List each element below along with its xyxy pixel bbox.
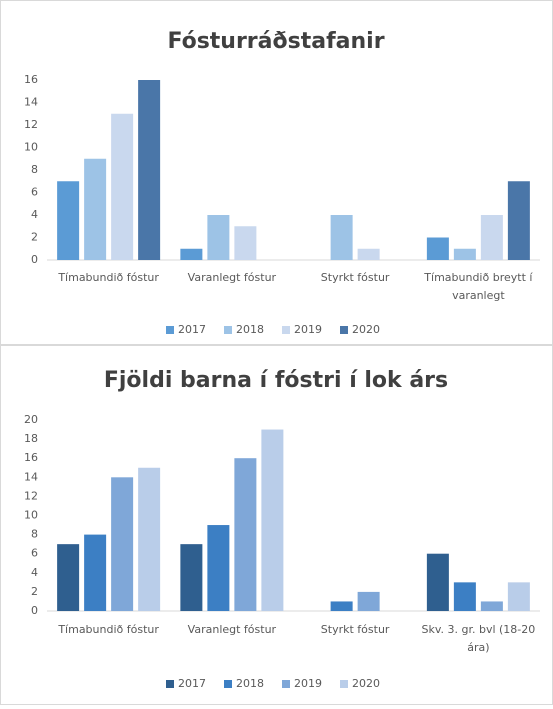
y-tick-label: 8 [31, 163, 38, 176]
bar [111, 113, 134, 260]
x-tick-label: Varanlegt fóstur [188, 271, 277, 284]
legend-label: 2018 [236, 323, 264, 336]
y-tick-label: 18 [24, 432, 38, 445]
x-tick-label: Styrkt fóstur [321, 623, 390, 636]
y-tick-label: 2 [31, 231, 38, 244]
legend-swatch [282, 680, 290, 688]
y-tick-label: 12 [24, 118, 38, 131]
y-tick-label: 20 [24, 413, 38, 426]
y-tick-label: 0 [31, 253, 38, 266]
bar [57, 544, 80, 611]
y-tick-label: 2 [31, 585, 38, 598]
bar [180, 248, 203, 260]
x-tick-label: Varanlegt fóstur [188, 623, 277, 636]
bar [84, 534, 107, 611]
y-tick-label: 16 [24, 73, 38, 86]
x-tick-label: Styrkt fóstur [321, 271, 390, 284]
legend-label: 2017 [178, 323, 206, 336]
bar [480, 601, 503, 611]
y-tick-label: 14 [24, 96, 38, 109]
bar [453, 582, 476, 611]
legend-label: 2018 [236, 677, 264, 690]
bar [480, 215, 503, 260]
y-tick-label: 4 [31, 208, 38, 221]
x-tick-label: Tímabundið fóstur [57, 271, 159, 284]
bar [207, 215, 230, 260]
bar [57, 181, 80, 260]
y-tick-label: 10 [24, 141, 38, 154]
bar [138, 467, 161, 611]
legend-label: 2019 [294, 323, 322, 336]
bar [426, 237, 449, 260]
bar [234, 226, 257, 260]
legend-swatch [224, 680, 232, 688]
y-tick-label: 6 [31, 547, 38, 560]
bar [330, 215, 353, 260]
x-tick-label: Tímabundið breytt í varanlegt [423, 271, 533, 302]
bar [330, 601, 353, 611]
y-tick-label: 14 [24, 470, 38, 483]
legend-label: 2020 [352, 677, 380, 690]
legend-swatch [340, 680, 348, 688]
y-tick-label: 12 [24, 489, 38, 502]
bar [453, 248, 476, 260]
y-tick-label: 6 [31, 186, 38, 199]
legend-swatch [340, 326, 348, 334]
bar [138, 80, 161, 260]
chart-title: Fósturráðstafanir [167, 29, 384, 54]
legend-swatch [282, 326, 290, 334]
y-tick-label: 0 [31, 604, 38, 617]
bar [426, 553, 449, 611]
y-tick-label: 4 [31, 566, 38, 579]
chart-title: Fjöldi barna í fóstri í lok árs [104, 368, 448, 393]
y-tick-label: 10 [24, 509, 38, 522]
legend-label: 2020 [352, 323, 380, 336]
legend-swatch [224, 326, 232, 334]
bar [111, 477, 134, 611]
bar [84, 158, 107, 260]
bar [357, 591, 380, 611]
bar [180, 544, 203, 611]
bar [234, 458, 257, 611]
bar [507, 181, 530, 260]
legend-label: 2019 [294, 677, 322, 690]
y-tick-label: 16 [24, 451, 38, 464]
legend-swatch [166, 680, 174, 688]
bar [507, 582, 530, 611]
legend-swatch [166, 326, 174, 334]
y-tick-label: 8 [31, 528, 38, 541]
bar [207, 525, 230, 611]
bar [261, 429, 284, 611]
bar [357, 248, 380, 260]
legend-label: 2017 [178, 677, 206, 690]
x-tick-label: Tímabundið fóstur [57, 623, 159, 636]
x-tick-label: Skv. 3. gr. bvl (18-20 ára) [421, 623, 535, 654]
